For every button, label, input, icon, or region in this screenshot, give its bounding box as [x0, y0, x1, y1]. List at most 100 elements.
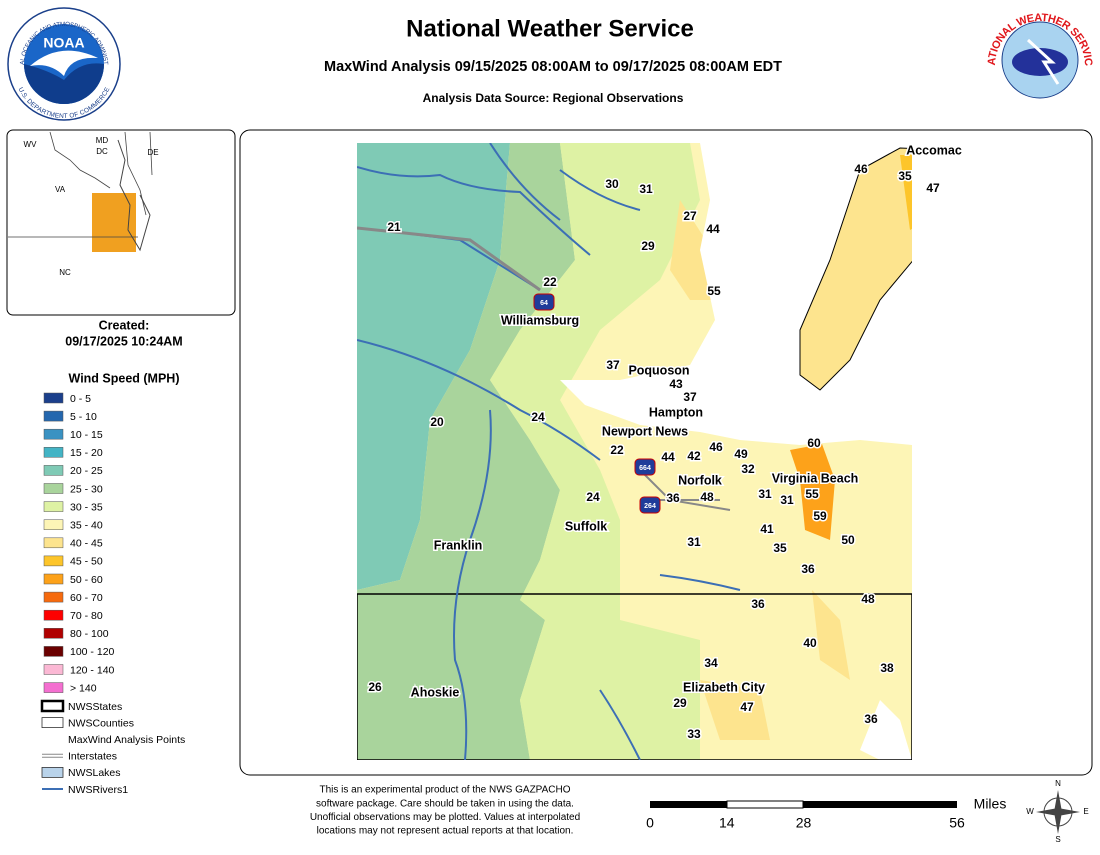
title: National Weather Service [406, 15, 694, 42]
legend-label: 45 - 50 [70, 556, 103, 568]
scale-bar [650, 801, 727, 808]
inset-label: DE [147, 148, 158, 157]
legend-label: > 140 [70, 682, 97, 694]
legend-label: 70 - 80 [70, 610, 103, 622]
wind-observation: 21 [387, 220, 401, 234]
scale-tick-label: 0 [646, 815, 654, 831]
legend-label: 40 - 45 [70, 538, 103, 550]
legend-label: 15 - 20 [70, 447, 103, 459]
wind-observation: 48 [700, 490, 714, 504]
wind-observation: 35 [898, 169, 912, 183]
scale-unit: Miles [974, 796, 1007, 812]
inset-label: NC [59, 268, 71, 277]
place-label: Norfolk [678, 473, 722, 487]
legend-label: 0 - 5 [70, 393, 91, 405]
wind-observation: 55 [805, 487, 819, 501]
wind-observation: 31 [758, 487, 772, 501]
wind-observation: 37 [606, 358, 620, 372]
wind-observation: 35 [773, 541, 787, 555]
inset-label: MD [96, 136, 109, 145]
wind-observation: 36 [801, 562, 815, 576]
interstate-shield [533, 293, 555, 311]
wind-observation: 36 [864, 712, 878, 726]
noaa-text: NOAA [43, 35, 84, 51]
legend-label: 60 - 70 [70, 592, 103, 604]
wind-observation: 31 [687, 535, 701, 549]
layer-label: NWSLakes [68, 767, 121, 779]
layer-symbol [41, 717, 64, 728]
wind-observation: 29 [641, 239, 655, 253]
wind-observation: 44 [661, 450, 675, 464]
layer-label: MaxWind Analysis Points [68, 734, 185, 746]
interstate-shield [639, 496, 661, 514]
wind-observation: 34 [704, 656, 718, 670]
wind-observation: 55 [707, 284, 721, 298]
scale-tick-label: 14 [719, 815, 735, 831]
legend-swatch [43, 573, 64, 585]
wind-observation: 43 [669, 377, 683, 391]
legend-label: 20 - 25 [70, 465, 103, 477]
place-label: Suffolk [565, 519, 607, 533]
wind-observation: 24 [531, 410, 545, 424]
wind-observation: 24 [586, 490, 600, 504]
layer-label: NWSRivers1 [68, 784, 128, 796]
legend-label: 35 - 40 [70, 519, 103, 531]
scale-tick-label: 56 [949, 815, 965, 831]
wind-observation: 60 [807, 436, 821, 450]
legend-swatch [43, 519, 64, 530]
inset-label: VA [55, 185, 66, 194]
disclaimer-line: This is an experimental product of the N… [319, 785, 570, 796]
subtitle: MaxWind Analysis 09/15/2025 08:00AM to 0… [324, 59, 782, 75]
wind-observation: 36 [666, 491, 680, 505]
map [357, 143, 912, 760]
wind-observation: 22 [543, 275, 557, 289]
legend-swatch [43, 392, 64, 404]
legend-label: 5 - 10 [70, 411, 97, 423]
shield-label: 664 [639, 465, 651, 472]
wind-observation: 47 [926, 181, 940, 195]
noaa-logo: NOAA NATIONAL OCEANIC AND ATMOSPHERIC AD… [0, 0, 121, 121]
legend-label: 25 - 30 [70, 483, 103, 495]
wind-observation: 29 [673, 696, 687, 710]
legend-swatch [43, 537, 64, 549]
compass-letter: S [1055, 835, 1060, 844]
legend-title: Wind Speed (MPH) [69, 371, 180, 385]
wind-observation: 59 [813, 509, 827, 523]
created-label: Created: [99, 318, 150, 332]
wind-observation: 32 [741, 462, 755, 476]
compass-letter: W [1026, 807, 1034, 816]
wind-observation: 31 [780, 493, 794, 507]
disclaimer-line: locations may not represent actual repor… [317, 826, 574, 837]
legend-label: 100 - 120 [70, 646, 115, 658]
wind-observation: 37 [683, 390, 697, 404]
legend-swatch [43, 501, 64, 512]
wind-observation: 44 [706, 222, 720, 236]
wind-observation: 36 [751, 597, 765, 611]
place-label: Virginia Beach [772, 471, 859, 485]
inset-area [92, 193, 136, 252]
layer-symbol [41, 767, 64, 778]
scale-tick-label: 28 [796, 815, 812, 831]
place-label: Hampton [649, 405, 703, 419]
layer-label: NWSCounties [68, 717, 134, 729]
created-date: 09/17/2025 10:24AM [65, 334, 182, 348]
wind-observation: 46 [709, 440, 723, 454]
legend-swatch [43, 447, 64, 458]
wind-observation: 38 [880, 661, 894, 675]
wind-observation: 22 [610, 443, 624, 457]
legend-label: 10 - 15 [70, 429, 103, 441]
wind-observation: 31 [639, 182, 653, 196]
place-label: Accomac [906, 143, 962, 157]
place-label: Newport News [602, 424, 688, 438]
legend-swatch [43, 646, 64, 657]
source: Analysis Data Source: Regional Observati… [423, 91, 684, 105]
legend-swatch [43, 555, 64, 567]
layer-label: Interstates [68, 751, 117, 763]
legend-label: 30 - 35 [70, 501, 103, 513]
legend-swatch [43, 664, 64, 675]
legend-swatch [43, 465, 64, 476]
legend-swatch [43, 682, 64, 693]
legend-label: 50 - 60 [70, 574, 103, 586]
compass [1036, 790, 1080, 834]
